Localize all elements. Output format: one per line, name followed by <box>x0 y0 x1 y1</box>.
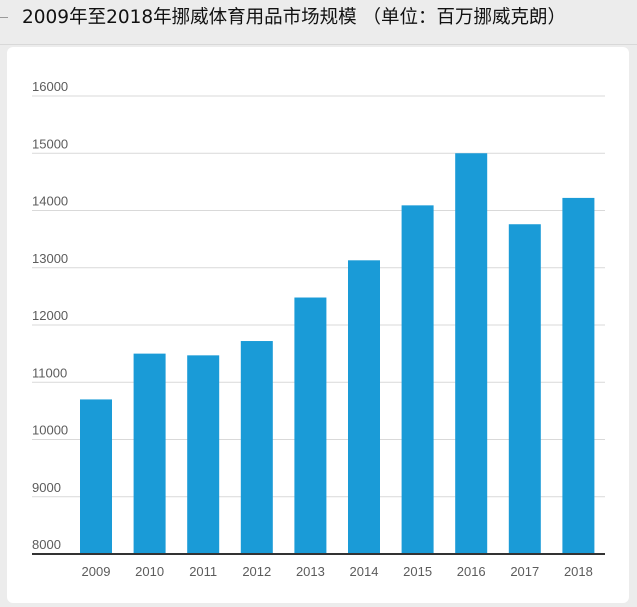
bar-2017 <box>508 224 541 555</box>
page-edge-mark <box>0 17 8 18</box>
x-tick-label: 2015 <box>403 564 432 579</box>
bar-2013 <box>294 297 327 554</box>
x-tick-label: 2013 <box>296 564 325 579</box>
x-tick-label: 2018 <box>564 564 593 579</box>
y-tick-label: 14000 <box>32 194 68 209</box>
page-divider <box>0 44 637 45</box>
y-tick-label: 10000 <box>32 423 68 438</box>
bar-2015 <box>401 205 434 554</box>
bar-2012 <box>240 341 273 554</box>
x-tick-label: 2012 <box>242 564 271 579</box>
x-tick-label: 2016 <box>457 564 486 579</box>
y-tick-label: 11000 <box>32 365 67 380</box>
bar-2010 <box>133 353 166 554</box>
y-tick-label: 16000 <box>32 79 68 94</box>
chart-title: 2009年至2018年挪威体育用品市场规模 （单位：百万挪威克朗） <box>22 7 567 28</box>
bar-2011 <box>187 355 220 554</box>
x-tick-label: 2017 <box>510 564 539 579</box>
x-tick-label: 2009 <box>82 564 111 579</box>
y-tick-label: 15000 <box>32 136 68 151</box>
y-tick-label: 9000 <box>32 480 61 495</box>
x-tick-label: 2014 <box>350 564 379 579</box>
y-tick-label: 12000 <box>32 308 68 323</box>
bar-2018 <box>562 197 595 554</box>
bars <box>80 153 595 555</box>
y-tick-label: 8000 <box>32 537 61 552</box>
x-axis-ticks: 2009 2010 2011 2012 2013 2014 2015 2016 2017 2018 <box>82 564 593 579</box>
bar-2014 <box>348 260 380 554</box>
bar-2009 <box>80 399 112 554</box>
x-tick-label: 2010 <box>135 564 164 579</box>
y-axis-ticks: 8000 9000 10000 11000 12000 13000 14000 15000 16… <box>32 79 68 552</box>
y-tick-label: 13000 <box>32 251 68 266</box>
x-tick-label: 2011 <box>189 564 217 579</box>
bar-2016 <box>455 153 488 554</box>
